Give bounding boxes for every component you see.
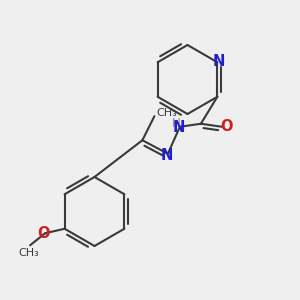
Text: N: N [172, 120, 185, 135]
Text: H: H [172, 117, 181, 130]
Text: N: N [160, 148, 172, 163]
Text: O: O [38, 226, 50, 241]
Text: CH₃: CH₃ [18, 248, 39, 258]
Text: N: N [213, 54, 225, 69]
Text: CH₃: CH₃ [157, 108, 178, 118]
Text: O: O [220, 118, 233, 134]
